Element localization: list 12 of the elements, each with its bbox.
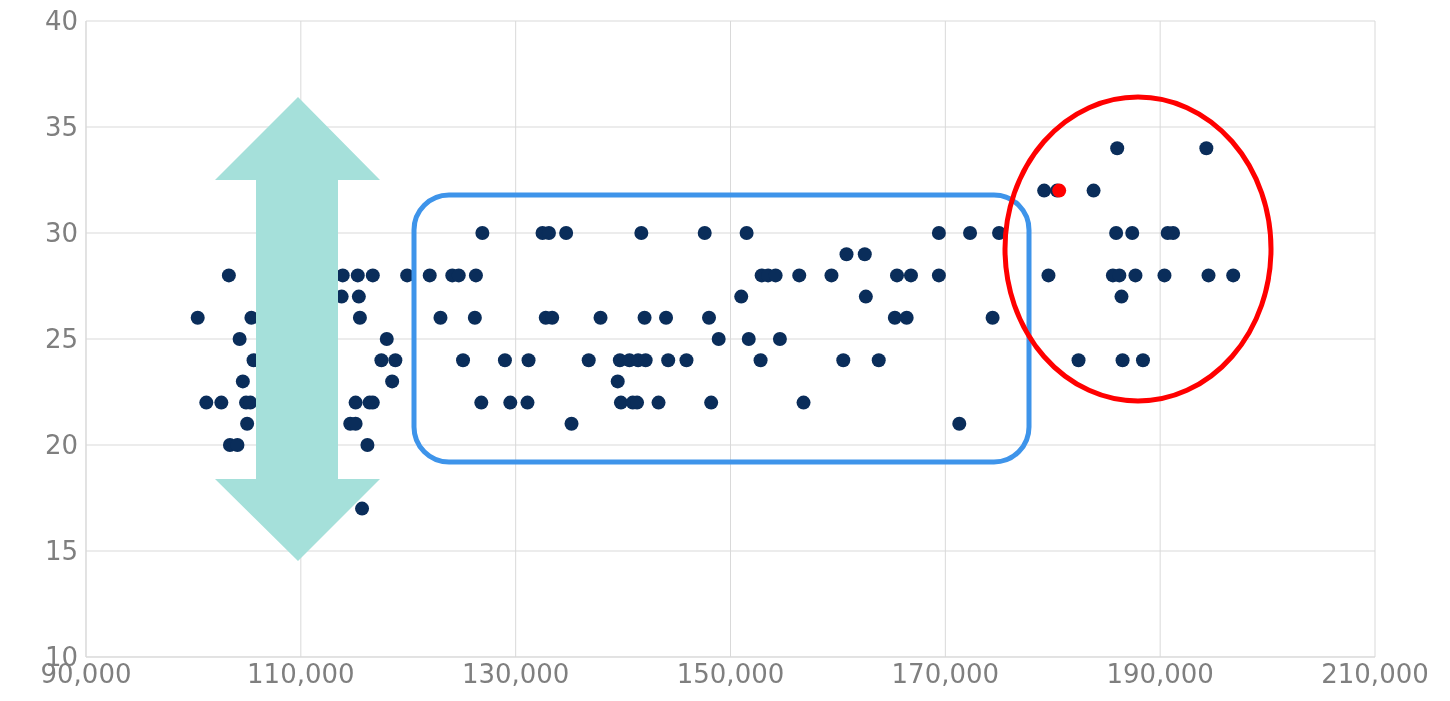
x-tick-label: 170,000 <box>891 659 1000 690</box>
x-tick-label: 210,000 <box>1321 659 1429 690</box>
x-tick-label: 110,000 <box>247 659 355 690</box>
y-tick-label: 35 <box>44 112 78 143</box>
y-tick-label: 30 <box>44 218 78 249</box>
x-tick-label: 150,000 <box>676 659 785 690</box>
x-tick-label: 130,000 <box>461 659 570 690</box>
y-tick-label: 40 <box>44 6 78 37</box>
x-tick-label: 190,000 <box>1106 659 1214 690</box>
y-tick-label: 25 <box>44 324 78 355</box>
y-tick-label: 15 <box>44 536 78 567</box>
y-tick-label: 20 <box>44 430 78 461</box>
